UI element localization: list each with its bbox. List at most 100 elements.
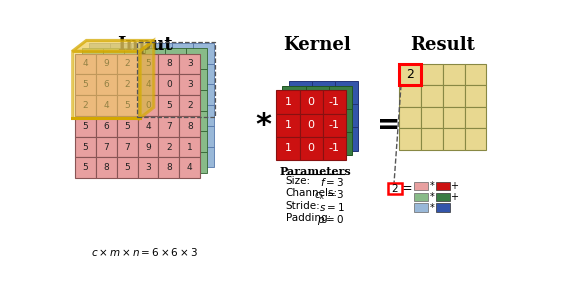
- Bar: [82, 131, 103, 152]
- Bar: [193, 84, 214, 105]
- Bar: [138, 157, 158, 178]
- Bar: [130, 43, 151, 64]
- Text: Stride:: Stride:: [286, 201, 320, 211]
- Text: 4: 4: [187, 163, 193, 172]
- Bar: [117, 157, 138, 178]
- Bar: [75, 74, 96, 95]
- Bar: [145, 48, 166, 69]
- Bar: [82, 69, 103, 90]
- Bar: [312, 104, 335, 127]
- Bar: [436, 182, 450, 190]
- Bar: [312, 127, 335, 151]
- Text: $c \times m \times n = 6 \times 6 \times 3$: $c \times m \times n = 6 \times 6 \times…: [91, 246, 198, 258]
- Bar: [282, 86, 306, 109]
- Text: 2: 2: [124, 80, 130, 89]
- Bar: [179, 74, 200, 95]
- Bar: [124, 152, 145, 173]
- Bar: [172, 84, 193, 105]
- Bar: [443, 107, 464, 128]
- Bar: [179, 95, 200, 116]
- Bar: [158, 157, 179, 178]
- Bar: [75, 137, 96, 157]
- Bar: [166, 152, 187, 173]
- Bar: [117, 53, 138, 74]
- Text: 3: 3: [145, 163, 151, 172]
- Bar: [329, 132, 352, 155]
- Bar: [179, 157, 200, 178]
- Bar: [109, 43, 130, 64]
- Bar: [103, 69, 124, 90]
- Bar: [124, 48, 145, 69]
- Text: *: *: [255, 111, 271, 140]
- Bar: [421, 64, 443, 85]
- Bar: [109, 147, 130, 168]
- Bar: [179, 116, 200, 137]
- Text: 0: 0: [308, 120, 315, 130]
- Bar: [124, 110, 145, 131]
- Text: 0: 0: [308, 143, 315, 153]
- Text: 5: 5: [124, 101, 130, 110]
- Bar: [414, 192, 428, 201]
- Text: 6: 6: [103, 80, 109, 89]
- Bar: [179, 53, 200, 74]
- Bar: [117, 137, 138, 157]
- Bar: [145, 110, 166, 131]
- Text: 4: 4: [103, 101, 109, 110]
- Bar: [443, 85, 464, 107]
- Text: $f = 3$: $f = 3$: [320, 176, 344, 188]
- Bar: [276, 114, 299, 137]
- Bar: [436, 192, 450, 201]
- Text: -1: -1: [329, 143, 340, 153]
- Bar: [335, 104, 358, 127]
- Polygon shape: [73, 40, 154, 51]
- Text: 2: 2: [124, 59, 130, 68]
- Bar: [151, 105, 172, 126]
- Text: 2: 2: [166, 142, 172, 152]
- Text: 3: 3: [187, 80, 193, 89]
- Bar: [96, 137, 117, 157]
- Bar: [145, 152, 166, 173]
- Text: 4: 4: [82, 59, 88, 68]
- Bar: [299, 91, 323, 114]
- Bar: [166, 48, 187, 69]
- Text: 1: 1: [285, 143, 291, 153]
- Bar: [158, 95, 179, 116]
- Bar: [436, 203, 450, 212]
- Bar: [329, 109, 352, 132]
- Text: 1: 1: [187, 142, 193, 152]
- Bar: [117, 95, 138, 116]
- Text: 5: 5: [124, 122, 130, 131]
- Bar: [323, 137, 346, 160]
- Bar: [109, 84, 130, 105]
- Bar: [82, 90, 103, 110]
- Bar: [151, 64, 172, 84]
- Bar: [145, 131, 166, 152]
- Bar: [151, 84, 172, 105]
- Bar: [193, 43, 214, 64]
- Text: $p = 0$: $p = 0$: [318, 213, 344, 227]
- Bar: [306, 86, 329, 109]
- Bar: [130, 84, 151, 105]
- Bar: [414, 182, 428, 190]
- Bar: [158, 116, 179, 137]
- Text: 9: 9: [145, 142, 151, 152]
- Text: 5: 5: [82, 163, 88, 172]
- Bar: [312, 81, 335, 104]
- Bar: [388, 183, 402, 194]
- Bar: [400, 85, 421, 107]
- Bar: [158, 53, 179, 74]
- Bar: [88, 84, 109, 105]
- Bar: [82, 48, 103, 69]
- Bar: [400, 128, 421, 150]
- Bar: [193, 64, 214, 84]
- Text: $s = 1$: $s = 1$: [319, 201, 344, 213]
- Bar: [306, 132, 329, 155]
- Polygon shape: [140, 40, 154, 118]
- Text: 5: 5: [166, 101, 172, 110]
- Bar: [96, 157, 117, 178]
- Bar: [138, 95, 158, 116]
- Bar: [88, 43, 109, 64]
- Bar: [187, 110, 208, 131]
- Bar: [151, 43, 172, 64]
- Text: *: *: [430, 192, 434, 202]
